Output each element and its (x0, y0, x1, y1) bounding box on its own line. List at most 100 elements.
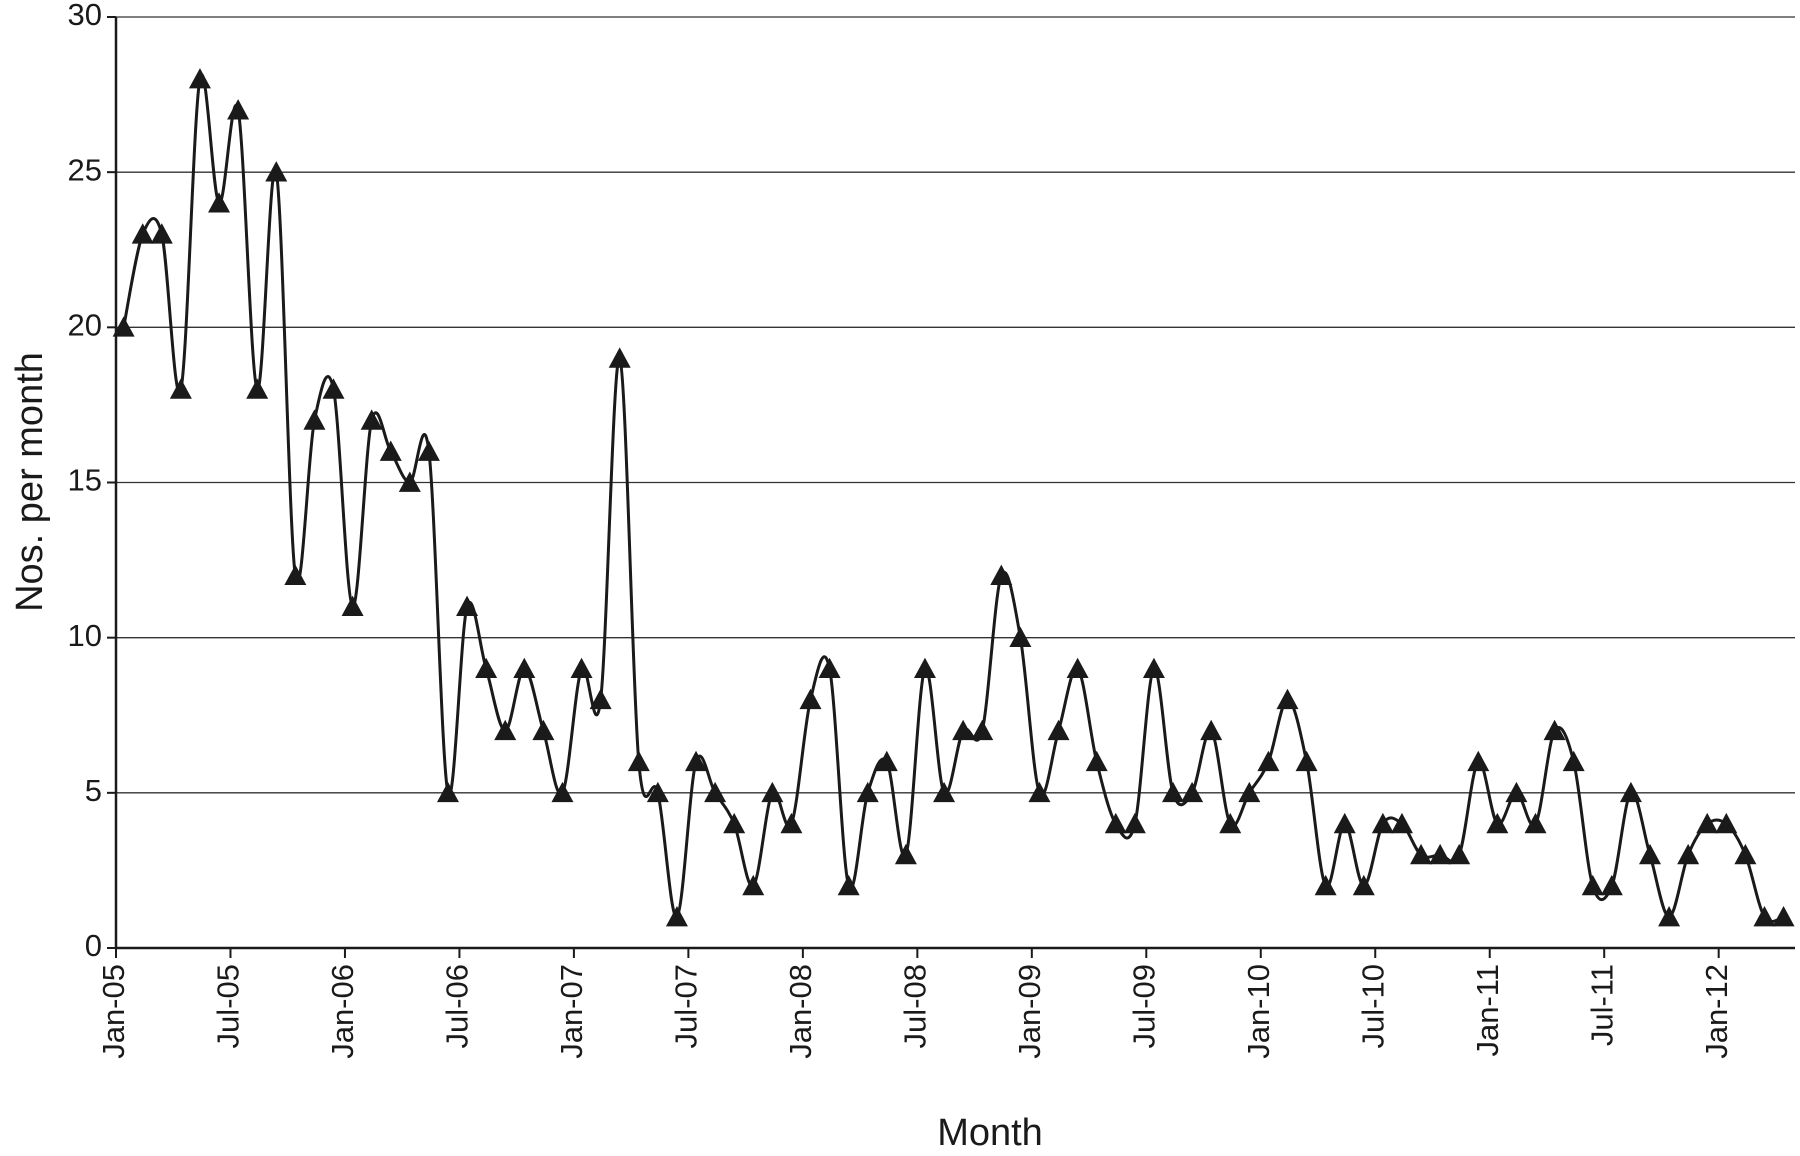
marker (417, 440, 440, 461)
x-tick-label: Jan-09 (1012, 964, 1047, 1059)
marker (1028, 781, 1051, 803)
marker (933, 781, 956, 803)
marker (1772, 905, 1795, 927)
marker (169, 378, 192, 399)
marker (1123, 812, 1146, 834)
x-tick-label: Jul-11 (1584, 964, 1619, 1046)
marker (1658, 905, 1681, 927)
marker (646, 781, 669, 803)
marker (608, 347, 631, 368)
marker (494, 719, 517, 741)
marker (1200, 719, 1223, 741)
marker (1486, 812, 1509, 834)
marker (436, 781, 459, 803)
y-tick-label: 30 (68, 0, 102, 32)
marker (990, 564, 1013, 585)
y-tick-label: 0 (85, 928, 102, 963)
marker (1543, 719, 1566, 741)
marker (1047, 719, 1070, 741)
marker (150, 223, 173, 244)
marker (475, 657, 498, 679)
marker (856, 781, 879, 803)
x-tick-label: Jan-06 (325, 964, 360, 1059)
marker (570, 657, 593, 679)
marker (284, 564, 307, 585)
marker (761, 781, 784, 803)
x-tick-label: Jan-08 (783, 964, 818, 1059)
marker (1734, 843, 1757, 865)
marker (1257, 750, 1280, 772)
marker (723, 812, 746, 834)
y-tick-label: 20 (68, 308, 102, 343)
marker (1619, 781, 1642, 803)
marker (1333, 812, 1356, 834)
x-tick-label: Jul-06 (440, 964, 475, 1048)
marker (551, 781, 574, 803)
x-tick-label: Jul-10 (1355, 964, 1390, 1048)
marker (513, 657, 536, 679)
marker (246, 378, 269, 399)
marker (1638, 843, 1661, 865)
marker (1238, 781, 1261, 803)
marker (589, 688, 612, 710)
marker (627, 750, 650, 772)
marker (1505, 781, 1528, 803)
marker (971, 719, 994, 741)
marker (952, 719, 975, 741)
marker (799, 688, 822, 710)
marker (1696, 812, 1719, 834)
marker (112, 316, 135, 337)
marker (1562, 750, 1585, 772)
marker (265, 161, 288, 182)
marker (1066, 657, 1089, 679)
marker (894, 843, 917, 865)
marker (1104, 812, 1127, 834)
x-tick-label: Jan-10 (1241, 964, 1276, 1059)
marker (1181, 781, 1204, 803)
marker (1162, 781, 1185, 803)
y-tick-label: 15 (68, 463, 102, 498)
x-tick-label: Jan-12 (1699, 964, 1734, 1059)
x-tick-label: Jan-07 (554, 964, 589, 1059)
marker (188, 68, 211, 89)
marker (1276, 688, 1299, 710)
marker (780, 812, 803, 834)
marker (1314, 874, 1337, 896)
marker (1429, 843, 1452, 865)
marker (1715, 812, 1738, 834)
marker (1085, 750, 1108, 772)
marker (360, 409, 383, 430)
y-tick-label: 10 (68, 618, 102, 653)
marker (1524, 812, 1547, 834)
marker (742, 874, 765, 896)
marker (303, 409, 326, 430)
marker (1448, 843, 1471, 865)
marker (379, 440, 402, 461)
marker (665, 905, 688, 927)
x-tick-label: Jul-07 (669, 964, 704, 1048)
marker (704, 781, 727, 803)
y-axis-title: Nos. per month (9, 352, 51, 612)
marker (1371, 812, 1394, 834)
marker (1390, 812, 1413, 834)
marker (1295, 750, 1318, 772)
data-line (122, 73, 1784, 924)
marker (1753, 905, 1776, 927)
marker (1410, 843, 1433, 865)
marker (1142, 657, 1165, 679)
marker (1677, 843, 1700, 865)
marker (341, 595, 364, 616)
x-tick-label: Jul-09 (1126, 964, 1161, 1048)
marker (1352, 874, 1375, 896)
marker (1219, 812, 1242, 834)
marker (875, 750, 898, 772)
marker (456, 595, 479, 616)
y-tick-label: 5 (85, 773, 102, 808)
marker (818, 657, 841, 679)
marker (131, 223, 154, 244)
marker (398, 471, 421, 492)
marker (1467, 750, 1490, 772)
marker (532, 719, 555, 741)
